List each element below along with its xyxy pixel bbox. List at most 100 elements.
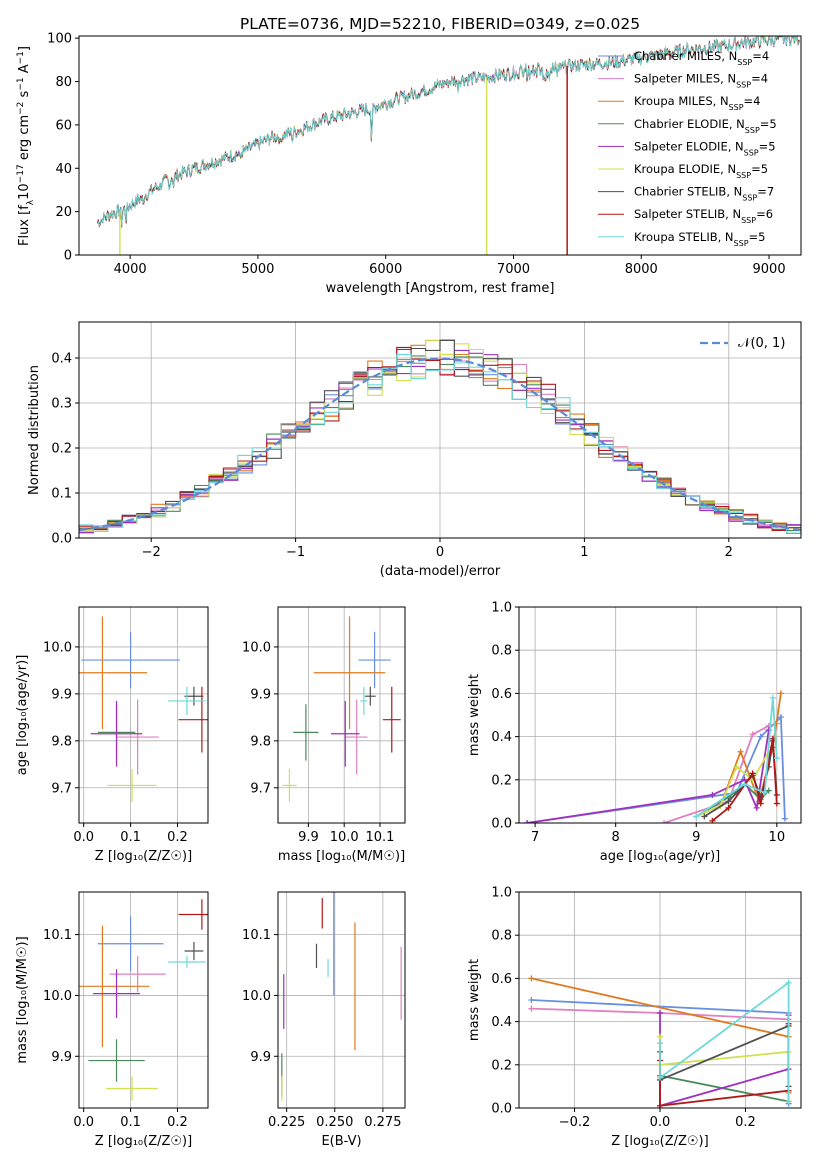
agez-xlabel: Z [log₁₀(Z/Z☉)] <box>95 849 192 864</box>
massebv-xlabel: E(B-V) <box>321 1134 361 1149</box>
hist-ytick-label-3: 0.3 <box>51 397 72 412</box>
hist-axes: −2 −1 0 1 2 0.0 0.1 0.2 0.3 0.4 (data-model)/error… <box>27 321 802 579</box>
mwz-marker-8-3 <box>785 1098 792 1105</box>
hist-step-7 <box>79 346 801 531</box>
hist-step-6 <box>79 339 801 534</box>
agemass-xtick-label-0: 9.9 <box>298 830 319 845</box>
mwz-ytick-label-5: 1.0 <box>491 886 512 901</box>
mwz-ytick-label-1: 0.2 <box>491 1058 512 1073</box>
mwage-marker-4-1 <box>709 791 716 798</box>
agemass-point-8 <box>360 686 368 715</box>
hist-ytick-label-2: 0.2 <box>51 442 72 457</box>
agemass-point-2 <box>313 616 386 730</box>
spectrum-border <box>78 35 802 256</box>
spectrum-ytick-label-5: 100 <box>47 32 72 47</box>
spectrum-legend-label-2: Kroupa MILES, NSSP=4 <box>634 94 760 112</box>
agez-point-0 <box>81 631 180 689</box>
mwage-ytick-label-3: 0.6 <box>491 687 512 702</box>
spectrum-legend-label-1: Salpeter MILES, NSSP=4 <box>634 72 768 90</box>
mwz-xtick-label-1: 0.0 <box>650 1115 671 1130</box>
massebv-xtick-label-2: 0.275 <box>364 1115 401 1130</box>
hist-ytick-label-1: 0.1 <box>51 487 72 502</box>
massz-point-7 <box>178 899 208 930</box>
mwage-axes: 7 8 9 10 0.0 0.2 0.4 0.6 0.8 1.0 age [log₁₀(age/yr… <box>467 601 802 864</box>
spectrum-xtick-label-5: 9000 <box>753 262 786 277</box>
agemass-xlabel: mass [log₁₀(M/M☉)] <box>278 849 405 864</box>
mwage-xtick-label-1: 8 <box>612 830 620 845</box>
mwage-ytick-label-0: 0.0 <box>491 817 512 832</box>
agez-border <box>78 606 209 824</box>
hist-ylabel: Normed distribution <box>27 365 42 495</box>
spectrum-line-8 <box>97 36 801 227</box>
agez-point-2 <box>79 616 148 730</box>
agez-point-4 <box>90 700 143 767</box>
mwage-marker-7-3 <box>757 800 764 807</box>
agemass-ytick-label-3: 10.0 <box>242 640 271 655</box>
mwage-marker-2-1 <box>737 748 744 755</box>
massz-border <box>78 891 209 1109</box>
mwage-marker-0-4 <box>781 815 788 822</box>
agemass-point-3 <box>293 704 319 761</box>
spectrum-axes: 4000 5000 6000 7000 8000 9000 0 20 40 60 80 100 wave… <box>16 32 802 296</box>
massz-xtick-label-2: 0.2 <box>167 1115 188 1130</box>
hist-xtick-label-0: −2 <box>142 545 161 560</box>
hist-xtick-label-4: 2 <box>725 545 733 560</box>
mwage-plot-area <box>524 690 788 823</box>
massz-point-4 <box>93 969 140 1018</box>
mwage-marker-7-5 <box>773 800 780 807</box>
massz-ytick-label-2: 10.1 <box>43 928 72 943</box>
agez-point-8 <box>168 686 206 715</box>
massz-xtick-label-0: 0.0 <box>73 1115 94 1130</box>
massz-point-0 <box>97 916 164 972</box>
mwz-series-8 <box>659 980 790 1102</box>
spectrum-legend-label-8: Kroupa STELIB, NSSP=5 <box>634 230 765 248</box>
massz-point-3 <box>88 1039 145 1082</box>
agez-point-1 <box>116 699 159 775</box>
agemass-point-1 <box>345 699 368 775</box>
mwz-marker-0-0 <box>528 997 535 1003</box>
mwage-xtick-label-2: 9 <box>692 830 700 845</box>
mwz-marker-2-0 <box>528 975 535 982</box>
spectrum-legend-label-3: Chabrier ELODIE, NSSP=5 <box>634 117 777 135</box>
agez-ylabel: age [log₁₀(age/yr)] <box>15 655 30 776</box>
spectrum-ytick-label-3: 60 <box>55 118 72 133</box>
agemass-point-4 <box>330 700 360 767</box>
agemass-ytick-label-2: 9.9 <box>250 687 271 702</box>
agez-point-6 <box>184 686 204 706</box>
agemass-point-6 <box>364 686 376 706</box>
mwage-ytick-label-4: 0.8 <box>491 644 512 659</box>
hist-normal-curve <box>79 357 801 532</box>
mwage-ytick-label-2: 0.4 <box>491 730 512 745</box>
mwage-marker-8-1 <box>741 781 748 788</box>
mwage-ytick-label-5: 1.0 <box>491 601 512 616</box>
massz-ytick-label-1: 10.0 <box>43 989 72 1004</box>
mwz-marker-8-2 <box>785 979 792 986</box>
hist-step-2 <box>79 339 801 530</box>
mwage-marker-7-1 <box>725 804 732 811</box>
mwage-marker-4-3 <box>753 804 760 811</box>
massebv-xtick-label-0: 0.225 <box>268 1115 305 1130</box>
mwage-series-0 <box>526 715 786 823</box>
mwage-marker-0-2 <box>757 733 764 740</box>
mwz-marker-1-0 <box>528 1005 535 1012</box>
hist-xtick-label-1: −1 <box>286 545 305 560</box>
agez-ytick-label-1: 9.8 <box>51 734 72 749</box>
spectrum-xlabel: wavelength [Angstrom, rest frame] <box>326 281 555 296</box>
mwz-marker-4-0 <box>657 1009 663 1016</box>
agez-xtick-label-0: 0.0 <box>73 830 94 845</box>
spectrum-legend-label-4: Salpeter ELODIE, NSSP=5 <box>634 139 776 157</box>
mwage-marker-8-3 <box>769 694 776 701</box>
mwz-series-5 <box>659 1036 790 1102</box>
spectrum-xtick-label-2: 6000 <box>369 262 402 277</box>
spectrum-legend-label-0: Chabrier MILES, NSSP=4 <box>634 49 769 67</box>
mwz-series-4 <box>659 1013 790 1107</box>
spectrum-legend-label-7: Salpeter STELIB, NSSP=6 <box>634 207 773 225</box>
massebv-axes: 0.225 0.250 0.275 9.9 10.0 10.1 E(B-V) <box>242 891 406 1149</box>
spectrum-xtick-label-4: 8000 <box>625 262 658 277</box>
massz-xtick-label-1: 0.1 <box>120 1115 141 1130</box>
spectrum-legend: Chabrier MILES, NSSP=4 Salpeter MILES, NS… <box>598 49 777 247</box>
agemass-plot-area <box>282 616 401 802</box>
spectrum-xtick-label-1: 5000 <box>241 262 274 277</box>
agez-plot-area <box>79 616 208 802</box>
